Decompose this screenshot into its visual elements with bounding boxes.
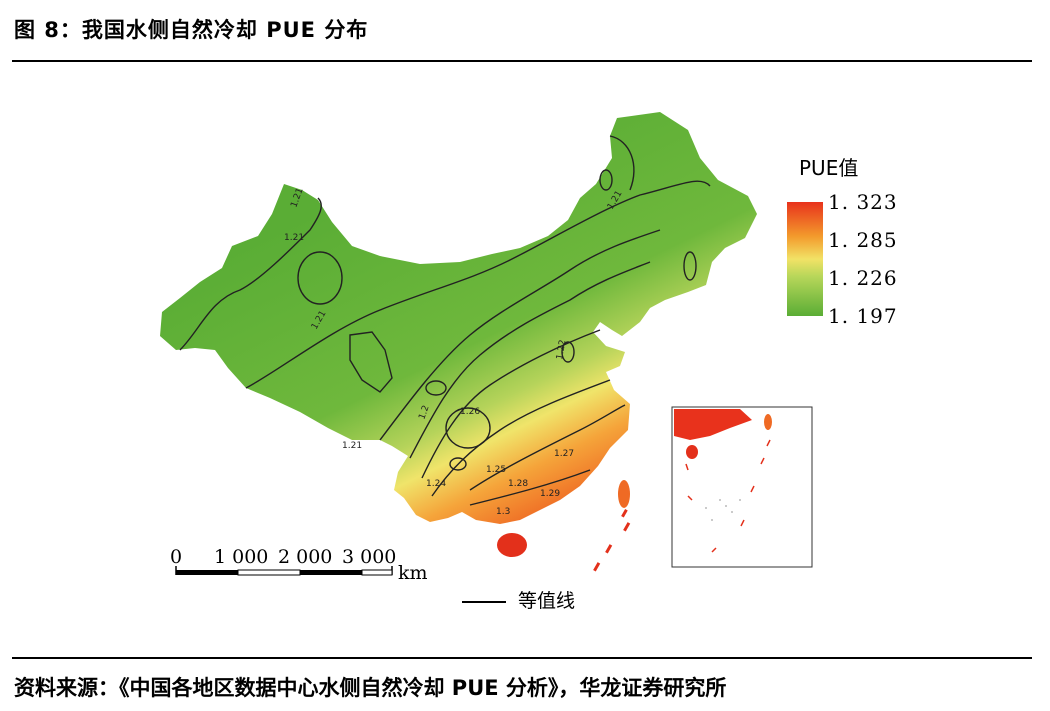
contour-label: 1.24 xyxy=(426,479,446,489)
contour-label: 1.21 xyxy=(342,441,362,451)
contour-label: 1.2 xyxy=(417,404,431,421)
legend-color-bar xyxy=(787,202,823,316)
legend-title: PUE值 xyxy=(799,156,859,180)
taiwan-island xyxy=(618,480,630,508)
isoline-sample-icon xyxy=(462,600,506,603)
legend-value: 1. 226 xyxy=(828,266,898,290)
scale-bar xyxy=(175,566,393,576)
contour-label: 1.3 xyxy=(496,507,510,517)
contour-label: 1.27 xyxy=(554,449,574,459)
legend-value: 1. 285 xyxy=(828,228,898,252)
scale-label: 1 000 xyxy=(214,546,269,568)
contour-label: 1.22 xyxy=(555,339,568,360)
scale-label: 2 000 xyxy=(278,546,333,568)
contour-lines xyxy=(179,135,711,506)
contour-label: 1.29 xyxy=(540,489,560,499)
bottom-rule xyxy=(12,657,1032,659)
south-china-sea-inset xyxy=(671,406,813,568)
china-mainland xyxy=(160,112,757,524)
contour-label: 1.26 xyxy=(460,407,480,417)
contour-label: 1.25 xyxy=(486,465,506,475)
contour-label: 1.21 xyxy=(284,233,304,243)
legend-value-min: 1. 197 xyxy=(828,304,898,328)
scale-unit: km xyxy=(398,562,428,584)
top-rule xyxy=(12,60,1032,62)
hainan-island xyxy=(497,533,527,557)
source-note: 资料来源：《中国各地区数据中心水侧自然冷却 PUE 分析》，华龙证券研究所 xyxy=(14,676,727,700)
legend-value-max: 1. 323 xyxy=(828,190,898,214)
isoline-label: 等值线 xyxy=(518,590,576,612)
scale-label: 3 000 xyxy=(342,546,397,568)
scale-label: 0 xyxy=(170,546,183,568)
figure-title: 图 8：我国水侧自然冷却 PUE 分布 xyxy=(14,18,369,42)
contour-label: 1.28 xyxy=(508,479,528,489)
isoline-legend: 等值线 xyxy=(462,586,575,613)
